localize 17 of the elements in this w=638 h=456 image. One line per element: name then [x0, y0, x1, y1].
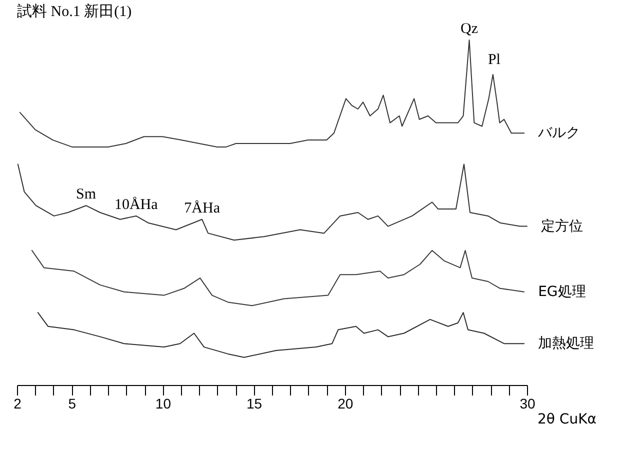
series-label: EG処理 [538, 284, 586, 300]
series-label: バルク [537, 125, 580, 142]
x-tick-label: 5 [68, 396, 76, 412]
annotation: Pl [488, 52, 500, 68]
x-tick-label: 15 [246, 396, 262, 412]
series-label: 定方位 [541, 218, 583, 234]
x-axis-title: 2θ CuKα [538, 412, 596, 428]
x-tick-label: 30 [520, 396, 536, 412]
chart-title: 試料 No.1 新田(1) [17, 3, 132, 20]
annotation: Qz [460, 21, 478, 37]
annotation: 7ÅHa [184, 199, 220, 216]
x-tick-label: 20 [338, 396, 354, 412]
series-label: 加熱処理 [538, 336, 594, 352]
x-tick-label: 2 [14, 396, 22, 412]
annotation: Sm [76, 186, 96, 203]
annotation: 10ÅHa [114, 196, 158, 213]
x-tick-label: 10 [155, 396, 172, 412]
